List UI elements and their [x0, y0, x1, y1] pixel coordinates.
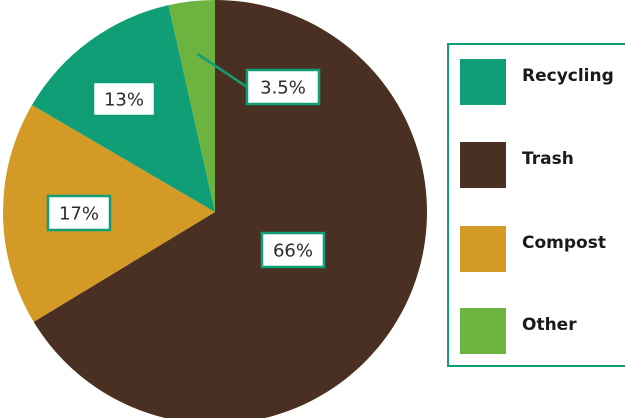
legend-swatch-other: [460, 308, 506, 354]
data-label-recycling: 13%: [104, 90, 144, 111]
data-label-other: 3.5%: [260, 78, 306, 99]
pie-slice-trash: [33, 0, 427, 418]
data-labels: 66% 17% 13% 3.5%: [46, 68, 326, 269]
data-label-box-other: [245, 68, 321, 106]
legend-label-trash: Trash: [522, 149, 574, 169]
leader-line-other: [196, 52, 248, 89]
data-label-compost: 17%: [59, 204, 99, 225]
data-label-trash: 66%: [273, 241, 313, 262]
legend-label-compost: Compost: [522, 233, 606, 253]
legend-swatch-trash: [460, 142, 506, 188]
data-label-box-compost: [46, 194, 112, 232]
data-label-box-recycling: [91, 80, 157, 118]
legend-label-other: Other: [522, 315, 577, 335]
legend-swatch-compost: [460, 226, 506, 272]
pie-slice-other: [168, 0, 215, 212]
legend: Recycling Trash Compost Other: [447, 43, 625, 367]
label-leaders: [196, 52, 248, 89]
data-label-box-trash: [260, 231, 326, 269]
legend-swatch-recycling: [460, 59, 506, 105]
legend-label-recycling: Recycling: [522, 66, 614, 86]
